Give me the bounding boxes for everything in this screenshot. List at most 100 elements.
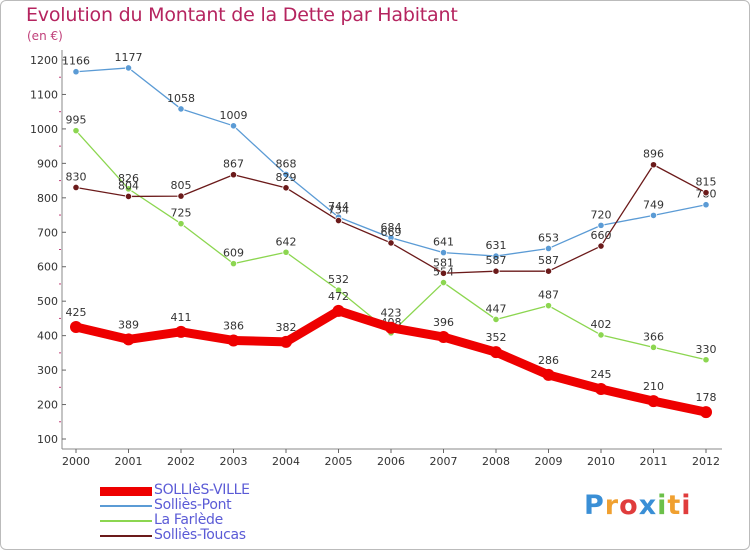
data-point-la-farlede [72,127,80,135]
data-point-la-farlede [439,278,448,287]
x-tick-label: 2012 [692,455,720,468]
data-label-sollies-toucas: 734 [328,204,349,217]
data-label-la-farlede: 609 [223,247,244,260]
data-point-sollies-toucas [439,269,448,277]
data-point-la-farlede [177,220,185,228]
proxiti-logo: Proxiti [584,490,692,521]
data-point-sollies-pont [72,68,80,76]
legend-swatch-sollies-toucas [100,535,152,537]
data-point-sollies-ville [122,333,135,346]
data-point-sollies-ville [227,334,240,347]
y-tick-label: 800 [37,192,58,205]
logo-letter: o [619,490,639,521]
data-label-la-farlede: 402 [591,318,612,331]
logo-letter: x [638,490,658,521]
data-point-sollies-toucas [124,192,133,201]
data-label-sollies-pont: 744 [328,200,349,213]
data-label-sollies-pont: 653 [538,231,559,244]
y-tick-label: 100 [37,433,58,446]
data-label-sollies-ville: 286 [538,354,559,367]
legend-swatch-la-farlede [100,520,152,522]
x-tick-label: 2005 [325,455,353,468]
data-label-la-farlede: 995 [66,114,87,127]
data-point-sollies-pont [282,170,290,178]
data-label-sollies-ville: 386 [223,319,244,332]
data-label-sollies-ville: 423 [381,307,402,320]
data-point-sollies-toucas [702,189,710,197]
data-label-sollies-pont: 1166 [62,55,90,68]
y-tick-label: 1000 [30,123,58,136]
data-point-sollies-pont [124,64,133,72]
data-label-sollies-pont: 1177 [115,51,143,64]
data-point-sollies-pont [649,211,658,219]
data-label-sollies-ville: 396 [433,316,454,329]
data-point-sollies-ville [437,331,450,344]
data-label-sollies-toucas: 669 [381,226,402,239]
data-label-la-farlede: 330 [696,343,717,356]
data-label-sollies-ville: 352 [486,331,507,344]
x-tick-label: 2007 [430,455,458,468]
data-label-sollies-pont: 868 [276,157,297,170]
data-point-sollies-ville [542,368,555,381]
data-point-sollies-ville [595,383,607,396]
y-tick-label: 600 [37,261,58,274]
x-tick-label: 2006 [377,455,405,468]
data-point-sollies-ville [647,395,660,408]
y-tick-label: 1100 [30,88,58,101]
data-label-sollies-ville: 210 [643,380,664,393]
chart-unit-label: (en €) [27,29,63,43]
data-point-sollies-pont [229,122,238,130]
y-tick-label: 400 [37,330,58,343]
data-point-sollies-pont [597,221,605,229]
data-point-sollies-toucas [72,183,80,192]
data-label-la-farlede: 826 [118,172,139,185]
data-label-sollies-ville: 425 [66,306,87,319]
data-label-sollies-pont: 641 [433,236,454,249]
data-label-sollies-pont: 749 [643,198,664,211]
data-label-sollies-toucas: 805 [171,179,192,192]
x-tick-label: 2004 [272,455,300,468]
x-tick-label: 2001 [115,455,143,468]
legend-label-la-farlede: La Farlède [154,512,223,528]
x-tick-label: 2010 [587,455,615,468]
data-point-sollies-toucas [597,242,605,250]
data-label-sollies-ville: 472 [328,290,349,303]
data-point-sollies-ville [332,304,345,317]
data-point-la-farlede [124,185,133,193]
data-point-la-farlede [334,286,343,294]
chart-title: Evolution du Montant de la Dette par Hab… [26,4,458,26]
data-label-sollies-ville: 382 [276,321,297,334]
data-point-la-farlede [702,356,710,364]
data-point-sollies-toucas [229,171,238,179]
data-label-sollies-ville: 389 [118,318,139,331]
legend-label-sollies-ville: SOLLIèS-VILLE [154,482,250,498]
data-label-sollies-toucas: 896 [643,148,664,161]
data-label-la-farlede: 487 [538,289,559,302]
y-tick-label: 900 [37,157,58,170]
data-point-sollies-ville [490,346,502,359]
data-point-la-farlede [229,260,238,268]
data-point-sollies-toucas [387,239,395,247]
y-tick-label: 200 [37,399,58,412]
data-label-sollies-ville: 245 [591,368,612,381]
data-point-sollies-toucas [177,192,185,200]
logo-letter: t [667,490,682,521]
legend-swatch-sollies-pont [100,505,152,507]
data-point-la-farlede [597,331,605,339]
logo-letter: P [584,490,605,521]
data-point-sollies-toucas [649,161,658,169]
data-label-sollies-toucas: 830 [66,170,87,183]
data-label-la-farlede: 447 [486,302,507,315]
x-tick-label: 2009 [535,455,563,468]
data-label-sollies-ville: 411 [171,311,192,324]
data-point-sollies-toucas [544,267,553,275]
data-point-sollies-ville [385,321,397,334]
data-label-sollies-toucas: 581 [433,256,454,269]
data-label-la-farlede: 366 [643,330,664,343]
data-label-sollies-toucas: 587 [538,254,559,267]
data-label-sollies-toucas: 804 [118,179,139,192]
y-tick-label: 300 [37,364,58,377]
data-label-sollies-pont: 684 [381,221,402,234]
